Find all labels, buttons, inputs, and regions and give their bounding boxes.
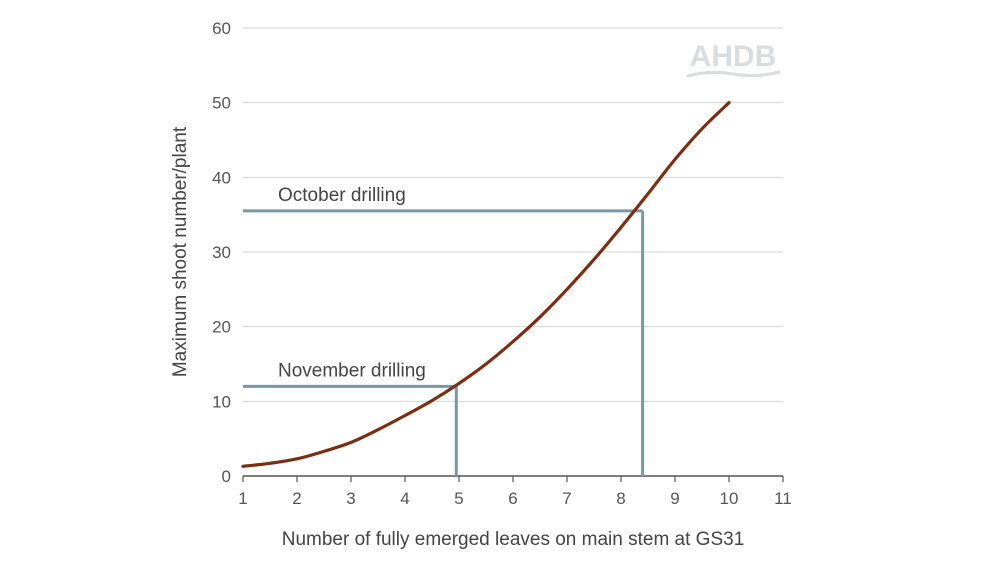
x-tick-label-6: 6 xyxy=(508,489,517,508)
x-tick-label-11: 11 xyxy=(774,489,792,508)
ahdb-logo: AHDB xyxy=(686,40,781,78)
x-tick-label-5: 5 xyxy=(454,489,463,508)
reference-lines xyxy=(243,209,645,476)
y-tick-label-50: 50 xyxy=(212,94,231,113)
y-axis-title: Maximum shoot number/plant xyxy=(170,126,191,377)
x-tick-label-8: 8 xyxy=(616,489,625,508)
y-tick-label-0: 0 xyxy=(222,467,231,486)
x-tick-label-1: 1 xyxy=(238,489,247,508)
x-axis-title: Number of fully emerged leaves on main s… xyxy=(282,529,745,550)
series-line-0 xyxy=(241,101,731,468)
annotation-label-1: November drilling xyxy=(278,360,426,381)
x-tick-label-2: 2 xyxy=(292,489,301,508)
x-tick-label-9: 9 xyxy=(670,489,679,508)
annotation-label-0: October drilling xyxy=(278,185,406,206)
logo-wordmark: AHDB xyxy=(690,40,777,73)
x-tick-label-10: 10 xyxy=(720,489,739,508)
y-tick-label-40: 40 xyxy=(212,168,231,187)
labels: 0 10 20 30 40 50 60 1 2 3 4 5 6 7 8 9 10 11 Number of full… xyxy=(170,19,792,550)
series xyxy=(241,101,731,468)
gridlines xyxy=(243,27,783,402)
y-tick-label-60: 60 xyxy=(212,19,231,38)
x-tick-label-7: 7 xyxy=(562,489,571,508)
axes xyxy=(242,475,784,482)
logo-swoosh xyxy=(686,70,781,78)
y-tick-label-30: 30 xyxy=(212,243,231,262)
y-tick-label-10: 10 xyxy=(212,392,231,411)
x-tick-label-3: 3 xyxy=(346,489,355,508)
x-tick-label-4: 4 xyxy=(400,489,409,508)
y-tick-label-20: 20 xyxy=(212,318,231,337)
